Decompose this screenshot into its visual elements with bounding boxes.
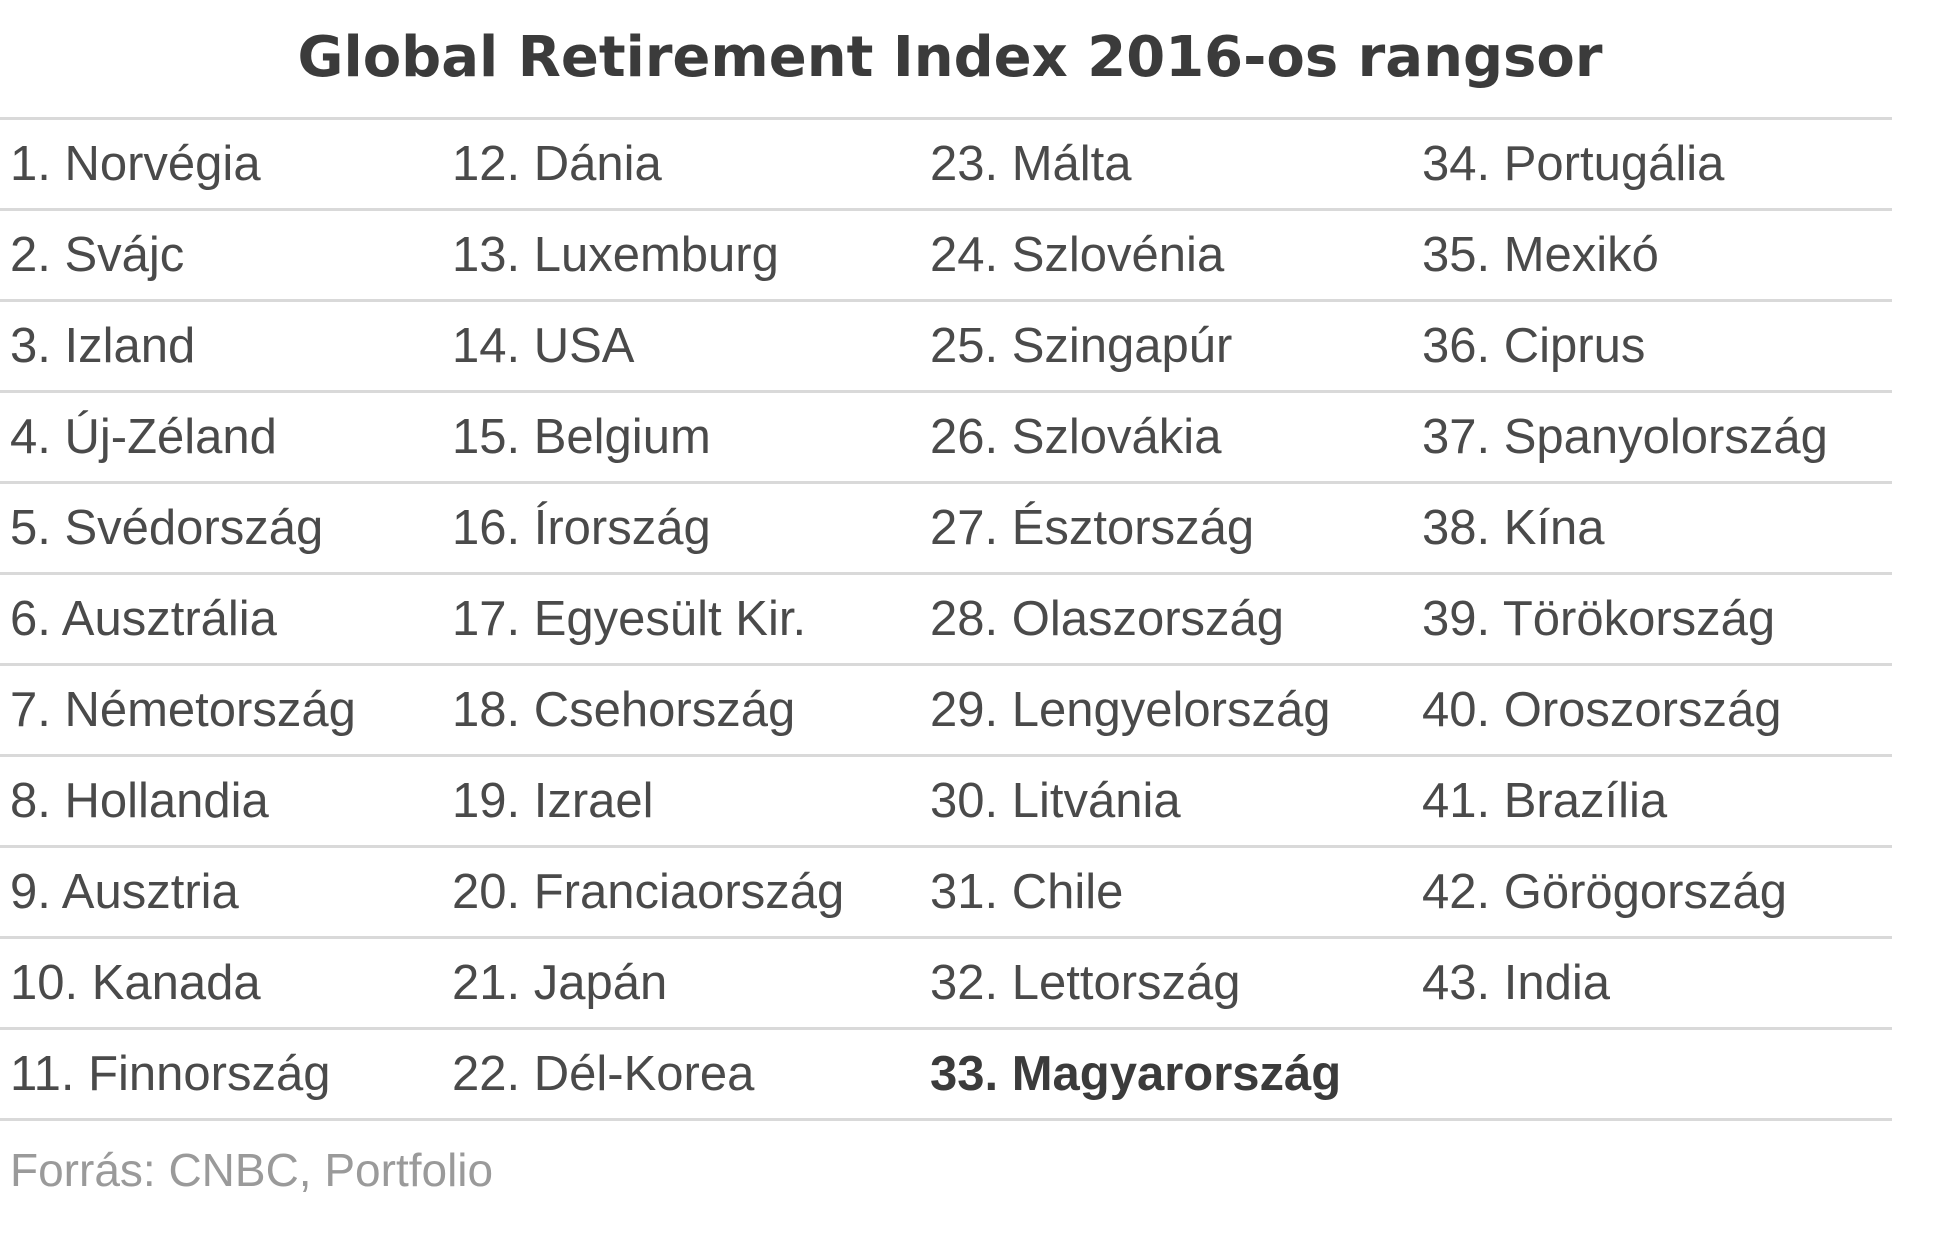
table-row: 1. Norvégia 12. Dánia 23. Málta 34. Portugá…	[0, 120, 1892, 211]
table-cell: 12. Dánia	[452, 137, 662, 191]
table-row: 10. Kanada 21. Japán 32. Lettország 43. Ind…	[0, 939, 1892, 1030]
table-cell: 43. India	[1422, 956, 1610, 1010]
table-row: 4. Új-Zéland 15. Belgium 26. Szlovákia 37. …	[0, 393, 1892, 484]
table-cell: 3. Izland	[10, 319, 196, 373]
table-cell: 31. Chile	[930, 865, 1124, 919]
ranking-table: 1. Norvégia 12. Dánia 23. Málta 34. Portugá…	[0, 117, 1892, 1121]
table-cell: 11. Finnország	[10, 1047, 331, 1101]
table-cell: 18. Csehország	[452, 683, 796, 737]
table-cell: 2. Svájc	[10, 228, 185, 282]
table-cell: 9. Ausztria	[10, 865, 239, 919]
table-cell: 22. Dél-Korea	[452, 1047, 755, 1101]
table-cell: 25. Szingapúr	[930, 319, 1233, 373]
table-cell: 20. Franciaország	[452, 865, 845, 919]
table-row: 11. Finnország 22. Dél-Korea 33. Magyarors…	[0, 1030, 1892, 1121]
table-cell: 8. Hollandia	[10, 774, 269, 828]
table-row: 7. Németország 18. Csehország 29. Lengyelo…	[0, 666, 1892, 757]
table-cell: 4. Új-Zéland	[10, 410, 277, 464]
table-cell: 24. Szlovénia	[930, 228, 1225, 282]
table-cell: 17. Egyesült Kir.	[452, 592, 807, 646]
table-cell: 39. Törökország	[1422, 592, 1776, 646]
table-cell: 37. Spanyolország	[1422, 410, 1828, 464]
highlighted-cell: 33. Magyarország	[930, 1047, 1342, 1101]
table-title: Global Retirement Index 2016-os rangsor	[297, 25, 1603, 90]
table-cell: 41. Brazília	[1422, 774, 1668, 828]
table-row: 2. Svájc 13. Luxemburg 24. Szlovénia 35. Me…	[0, 211, 1892, 302]
table-cell: 27. Észtország	[930, 501, 1255, 555]
table-cell: 38. Kína	[1422, 501, 1605, 555]
table-cell: 26. Szlovákia	[930, 410, 1222, 464]
table-row: 9. Ausztria 20. Franciaország 31. Chile 42.…	[0, 848, 1892, 939]
table-cell: 28. Olaszország	[930, 592, 1285, 646]
table-cell: 29. Lengyelország	[930, 683, 1331, 737]
table-row: 6. Ausztrália 17. Egyesült Kir. 28. Olaszo…	[0, 575, 1892, 666]
table-cell: 30. Litvánia	[930, 774, 1181, 828]
table-cell: 1. Norvégia	[10, 137, 261, 191]
table-cell: 7. Németország	[10, 683, 356, 737]
table-cell: 23. Málta	[930, 137, 1132, 191]
table-cell: 34. Portugália	[1422, 137, 1725, 191]
table-cell: 40. Oroszország	[1422, 683, 1782, 737]
table-cell: 16. Írország	[452, 501, 711, 555]
table-cell: 42. Görögország	[1422, 865, 1787, 919]
table-cell: 32. Lettország	[930, 956, 1241, 1010]
table-cell: 21. Japán	[452, 956, 668, 1010]
table-cell: 6. Ausztrália	[10, 592, 277, 646]
table-cell: 19. Izrael	[452, 774, 654, 828]
table-cell: 5. Svédország	[10, 501, 324, 555]
table-cell: 35. Mexikó	[1422, 228, 1659, 282]
table-cell: 36. Ciprus	[1422, 319, 1646, 373]
source-note: Forrás: CNBC, Portfolio	[10, 1144, 494, 1196]
table-row: 5. Svédország 16. Írország 27. Észtország 3…	[0, 484, 1892, 575]
table-cell: 10. Kanada	[10, 956, 261, 1010]
table-cell: 14. USA	[452, 319, 635, 373]
table-cell: 13. Luxemburg	[452, 228, 779, 282]
table-cell: 15. Belgium	[452, 410, 711, 464]
table-row: 3. Izland 14. USA 25. Szingapúr 36. Ciprus	[0, 302, 1892, 393]
table-row: 8. Hollandia 19. Izrael 30. Litvánia 41. Br…	[0, 757, 1892, 848]
